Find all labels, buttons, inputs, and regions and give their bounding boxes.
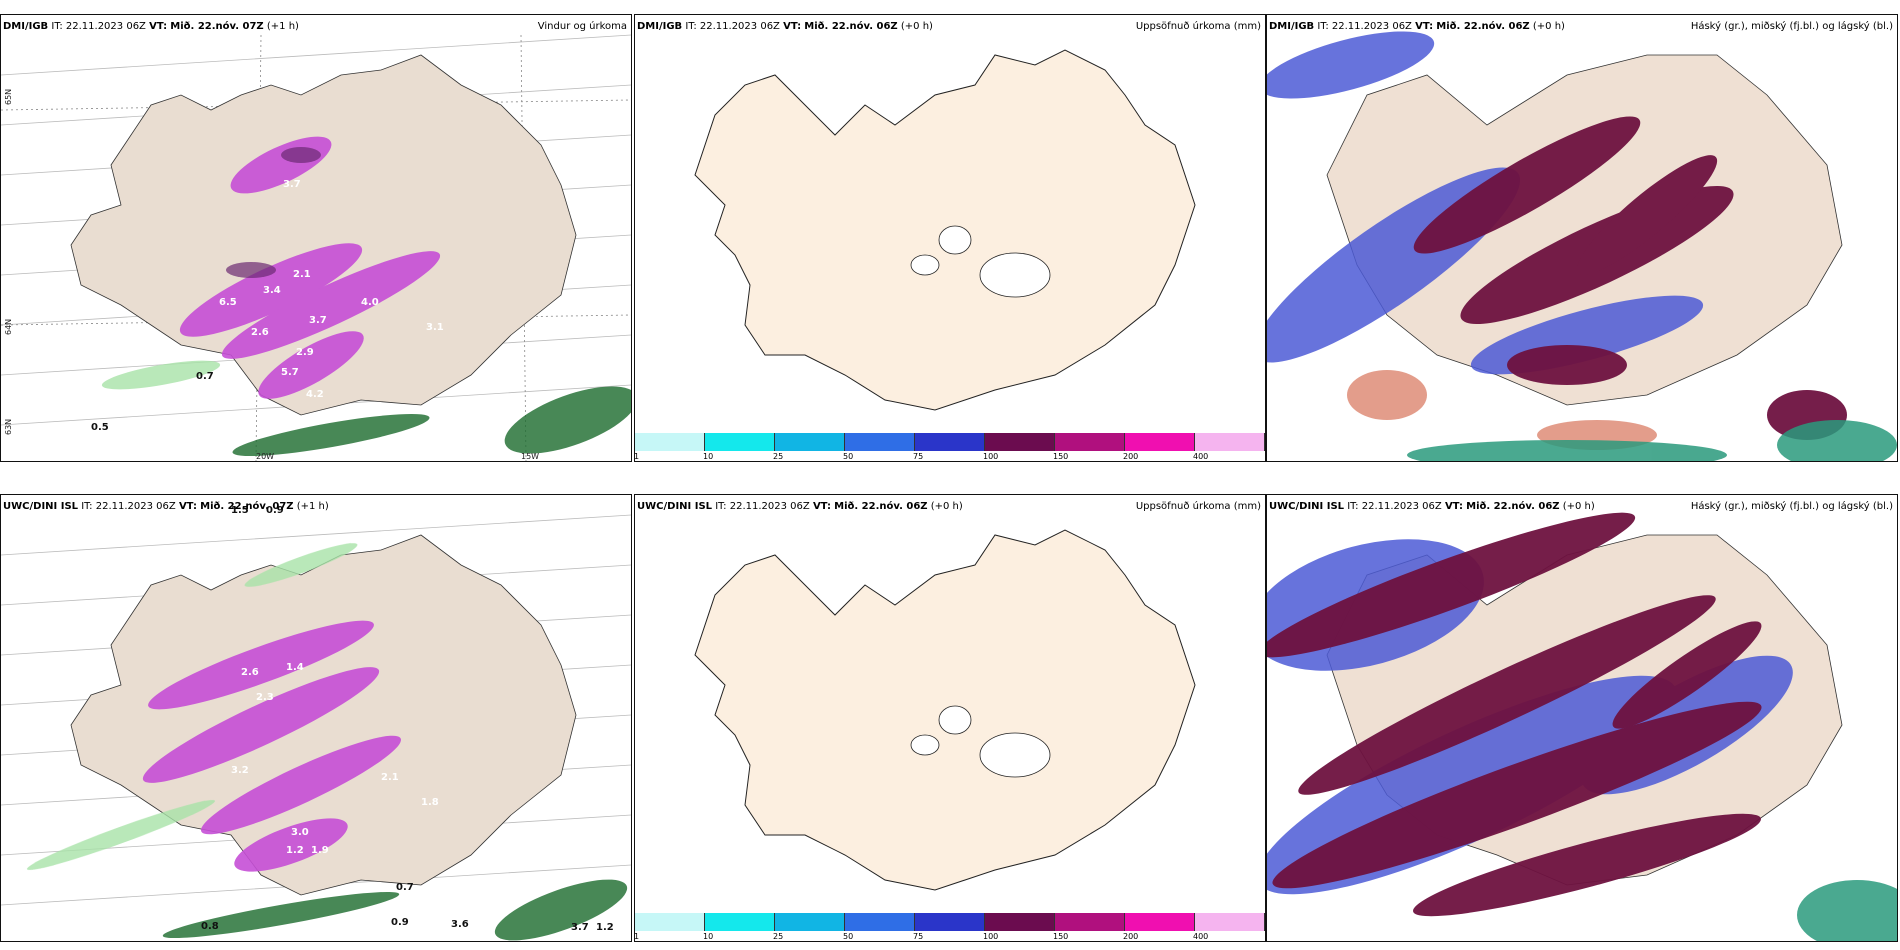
precip-label: 6.5 bbox=[219, 297, 237, 308]
precip-label: 3.6 bbox=[451, 919, 469, 930]
colorbar-tick: 1 bbox=[634, 452, 640, 461]
colorbar-tick: 150 bbox=[1053, 452, 1069, 461]
precip-label: 1.8 bbox=[421, 797, 439, 808]
panel-title: Vindur og úrkoma bbox=[537, 21, 627, 32]
colorbar-tick: 1 bbox=[634, 932, 640, 941]
precip-label: 4.0 bbox=[361, 297, 379, 308]
colorbar-swatch bbox=[635, 433, 705, 451]
colorbar-tick: 10 bbox=[703, 932, 714, 941]
colorbar-tick: 25 bbox=[773, 932, 784, 941]
colorbar-swatch bbox=[985, 433, 1055, 451]
colorbar-swatch bbox=[1195, 433, 1265, 451]
precip-areas bbox=[142, 620, 401, 872]
colorbar-tick: 100 bbox=[983, 452, 999, 461]
panel-accum-precip-uwc: 1 10 25 50 75 100 150 200 400 UWC/DINI I… bbox=[634, 494, 1266, 942]
precip-label: 2.6 bbox=[241, 667, 259, 678]
precip-label: 4.2 bbox=[306, 389, 324, 400]
panel-wind-precip-uwc: 2.6 1.4 2.3 3.2 2.1 1.8 3.0 1.2 1.9 1.5 … bbox=[0, 494, 632, 942]
precip-label: 2.1 bbox=[293, 269, 311, 280]
colorbar bbox=[635, 913, 1265, 931]
map-accum-precip-dmi bbox=[694, 49, 1196, 411]
colorbar bbox=[635, 433, 1265, 451]
lat-65n-label: 65N bbox=[4, 89, 13, 105]
precip-label: 1.9 bbox=[311, 845, 329, 856]
colorbar-swatch bbox=[1125, 433, 1195, 451]
green-precip-sea bbox=[232, 386, 631, 457]
high-cloud bbox=[1407, 420, 1897, 461]
map-clouds-uwc bbox=[1267, 495, 1897, 941]
colorbar-swatch bbox=[985, 913, 1055, 931]
colorbar-tick: 400 bbox=[1193, 452, 1209, 461]
precip-label: 0.9 bbox=[391, 917, 409, 928]
precip-label: 0.9 bbox=[266, 505, 284, 516]
precip-label: 1.2 bbox=[286, 845, 304, 856]
panel-title: Háský (gr.), miðský (fj.bl.) og lágský (… bbox=[1690, 21, 1893, 32]
precip-label: 5.7 bbox=[281, 367, 299, 378]
colorbar-swatch bbox=[705, 913, 775, 931]
colorbar-tick: 25 bbox=[773, 452, 784, 461]
panel-wind-precip-dmi: 3.7 2.1 3.4 4.0 3.7 3.1 2.6 2.9 5.7 4.2 … bbox=[0, 14, 632, 462]
precip-label: 1.4 bbox=[286, 662, 304, 673]
panel-clouds-dmi: DMI/IGB IT: 22.11.2023 06Z VT: Mið. 22.n… bbox=[1266, 14, 1898, 462]
colorbar-tick: 50 bbox=[843, 932, 854, 941]
colorbar-tick: 100 bbox=[983, 932, 999, 941]
colorbar-swatch bbox=[1055, 433, 1125, 451]
colorbar-ticks: 1 10 25 50 75 100 150 200 400 bbox=[635, 931, 1265, 941]
precip-label: 0.7 bbox=[396, 882, 414, 893]
colorbar-tick: 150 bbox=[1053, 932, 1069, 941]
green-precip-sea bbox=[162, 879, 628, 941]
precip-label: 3.4 bbox=[263, 285, 281, 296]
map-clouds-dmi bbox=[1267, 15, 1897, 461]
colorbar-swatch bbox=[1195, 913, 1265, 931]
precip-label: 2.1 bbox=[381, 772, 399, 783]
high-cloud bbox=[1797, 880, 1897, 941]
colorbar-swatch bbox=[1125, 913, 1195, 931]
panel-title: Uppsöfnuð úrkoma (mm) bbox=[1135, 21, 1261, 32]
precip-label: 3.7 bbox=[283, 179, 301, 190]
low-cloud bbox=[1267, 512, 1762, 917]
precip-label: 2.9 bbox=[296, 347, 314, 358]
map-accum-precip-uwc bbox=[694, 529, 1196, 891]
lat-63n-label: 63N bbox=[4, 419, 13, 435]
panel-title: Háský (gr.), miðský (fj.bl.) og lágský (… bbox=[1690, 501, 1893, 512]
colorbar-tick: 75 bbox=[913, 932, 924, 941]
colorbar-tick: 200 bbox=[1123, 932, 1139, 941]
lon-15w-label: 15W bbox=[521, 452, 539, 461]
colorbar-swatch bbox=[1055, 913, 1125, 931]
precip-label: 3.7 bbox=[571, 922, 589, 933]
precip-label: 3.2 bbox=[231, 765, 249, 776]
lon-20w-label: 20W bbox=[256, 452, 274, 461]
precip-label: 3.7 bbox=[309, 315, 327, 326]
colorbar-swatch bbox=[845, 433, 915, 451]
lat-64n-label: 64N bbox=[4, 319, 13, 335]
precip-label: 1.5 bbox=[231, 505, 249, 516]
colorbar-swatch bbox=[915, 433, 985, 451]
colorbar-swatch bbox=[775, 433, 845, 451]
map-wind-precip-uwc: 2.6 1.4 2.3 3.2 2.1 1.8 3.0 1.2 1.9 1.5 … bbox=[1, 505, 631, 941]
colorbar-ticks: 1 10 25 50 75 100 150 200 400 bbox=[635, 451, 1265, 461]
precip-label: 0.8 bbox=[201, 921, 219, 932]
precip-label: 2.6 bbox=[251, 327, 269, 338]
precip-label: 0.5 bbox=[91, 422, 109, 433]
precip-label: 1.2 bbox=[596, 922, 614, 933]
colorbar-swatch bbox=[915, 913, 985, 931]
colorbar-tick: 200 bbox=[1123, 452, 1139, 461]
colorbar-tick: 400 bbox=[1193, 932, 1209, 941]
panel-accum-precip-dmi: 1 10 25 50 75 100 150 200 400 DMI/IGB IT… bbox=[634, 14, 1266, 462]
panel-title: Uppsöfnuð úrkoma (mm) bbox=[1135, 501, 1261, 512]
colorbar-tick: 10 bbox=[703, 452, 714, 461]
precip-label: 2.3 bbox=[256, 692, 274, 703]
panel-clouds-uwc: UWC/DINI ISL IT: 22.11.2023 06Z VT: Mið.… bbox=[1266, 494, 1898, 942]
colorbar-swatch bbox=[635, 913, 705, 931]
colorbar-swatch bbox=[775, 913, 845, 931]
low-cloud bbox=[1413, 116, 1847, 440]
precip-label: 3.0 bbox=[291, 827, 309, 838]
precip-label: 3.1 bbox=[426, 322, 444, 333]
colorbar-tick: 50 bbox=[843, 452, 854, 461]
colorbar-swatch bbox=[705, 433, 775, 451]
map-wind-precip-dmi: 3.7 2.1 3.4 4.0 3.7 3.1 2.6 2.9 5.7 4.2 … bbox=[1, 34, 631, 461]
precip-label: 0.7 bbox=[196, 371, 214, 382]
colorbar-swatch bbox=[845, 913, 915, 931]
colorbar-tick: 75 bbox=[913, 452, 924, 461]
